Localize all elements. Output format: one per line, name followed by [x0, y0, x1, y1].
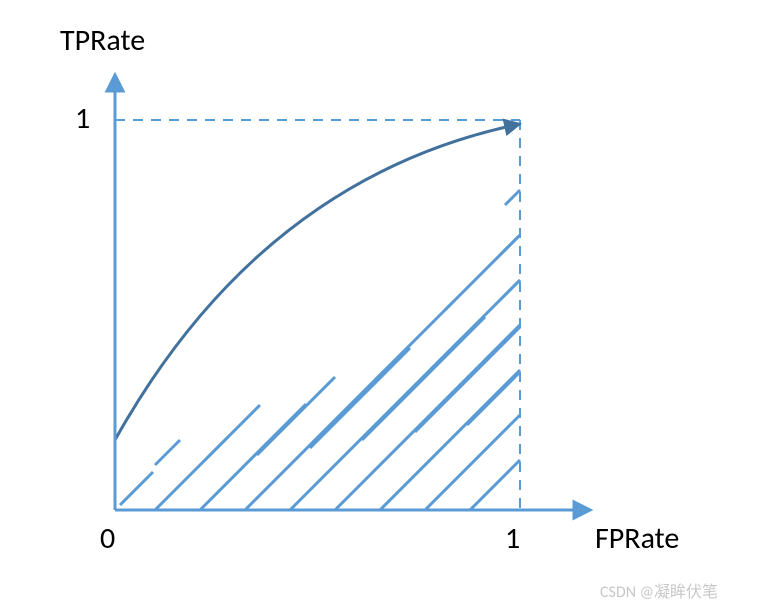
- auc-hatch-region: [120, 190, 520, 510]
- hatch-line: [500, 235, 520, 255]
- hatch-line: [425, 415, 520, 510]
- hatch-line: [375, 300, 455, 380]
- y-axis-label: TPRate: [60, 22, 145, 59]
- y-tick-one: 1: [75, 100, 90, 137]
- hatch-line: [500, 280, 520, 300]
- x-tick-one: 1: [505, 520, 520, 557]
- hatch-line: [257, 377, 335, 455]
- hatch-line: [505, 190, 520, 205]
- hatch-line: [310, 348, 410, 448]
- hatch-line: [120, 472, 153, 505]
- hatch-line: [470, 460, 520, 510]
- hatch-line: [485, 325, 520, 360]
- hatch-line: [467, 372, 520, 425]
- hatch-line: [205, 405, 260, 460]
- origin-label: 0: [100, 520, 115, 557]
- watermark-text: CSDN @凝眸伏笔: [600, 578, 718, 602]
- roc-plot: [0, 0, 780, 608]
- x-axis-label: FPRate: [595, 520, 679, 557]
- hatch-line: [155, 440, 180, 465]
